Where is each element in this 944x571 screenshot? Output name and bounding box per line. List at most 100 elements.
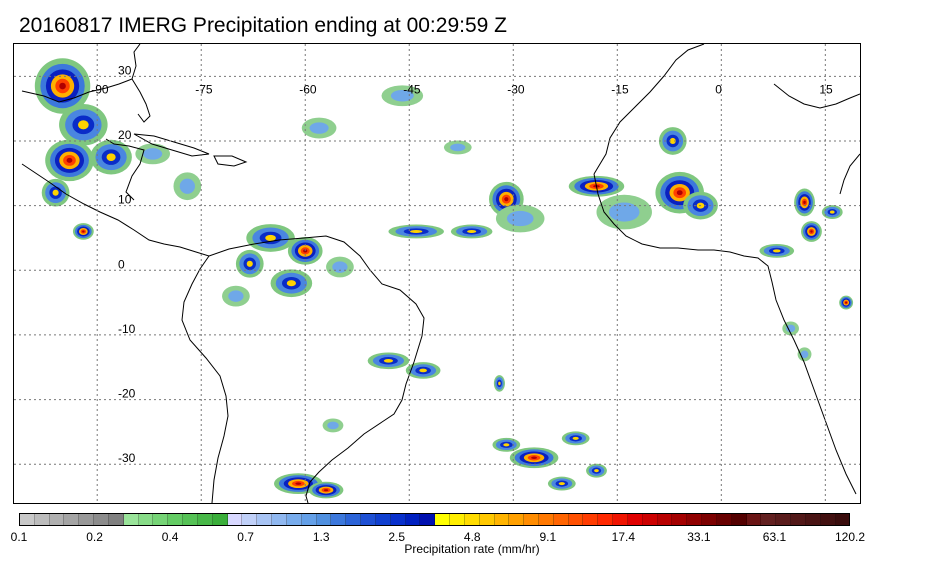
precip-cell xyxy=(810,230,813,233)
precip-cell xyxy=(504,197,509,202)
colorbar-swatch xyxy=(613,514,628,525)
precip-cell xyxy=(845,301,848,304)
precip-cell xyxy=(531,456,537,459)
colorbar-swatch xyxy=(316,514,332,525)
colorbar-swatch xyxy=(20,514,35,525)
precip-cell xyxy=(450,143,466,152)
colorbar-swatch xyxy=(64,514,80,525)
colorbar-swatch xyxy=(138,514,154,525)
precip-cell xyxy=(498,381,501,386)
coastline-florida xyxy=(131,78,151,123)
colorbar-swatch xyxy=(435,514,451,525)
colorbar-tick-label: 0.4 xyxy=(161,530,179,544)
colorbar-swatch xyxy=(361,514,376,525)
precip-cell xyxy=(66,157,73,163)
precip-cell xyxy=(52,189,59,196)
precip-cell xyxy=(669,137,676,145)
precipitation-map: -90 -75 -60 -45 -30 -15 0 15 30 20 10 0 -10 -20 -30 xyxy=(14,44,860,503)
coastline-south-america xyxy=(208,235,425,503)
colorbar-swatch xyxy=(642,514,658,525)
coastline-cuba xyxy=(133,133,210,157)
colorbar-swatch xyxy=(524,514,539,525)
precip-cell xyxy=(503,443,510,447)
precip-cell xyxy=(309,122,329,134)
colorbar-tick-label: 0.7 xyxy=(237,530,254,544)
colorbar-swatch xyxy=(257,514,273,525)
colorbar-swatch xyxy=(331,514,347,525)
colorbar-swatch xyxy=(509,514,525,525)
precip-cell xyxy=(332,261,348,273)
precip-cell xyxy=(410,229,423,234)
colorbar-swatch xyxy=(791,514,806,525)
lat-label: -10 xyxy=(118,322,136,336)
colorbar-swatch xyxy=(123,514,139,525)
colorbar-swatch xyxy=(494,514,510,525)
colorbar-tick-label: 2.5 xyxy=(388,530,406,544)
lon-label: -15 xyxy=(611,82,629,96)
colorbar-swatch xyxy=(420,514,436,525)
colorbar-ticks: 0.1 0.2 0.4 0.7 1.3 2.5 4.8 9.1 17.4 33.1 63.1 120.… xyxy=(0,530,944,544)
colorbar-swatch xyxy=(227,514,243,525)
colorbar-swatch xyxy=(405,514,421,525)
precip-cell xyxy=(286,280,296,287)
lat-label: 10 xyxy=(118,193,132,207)
precip-cell xyxy=(803,200,806,205)
colorbar-swatch xyxy=(197,514,213,525)
coastline-mediterranean xyxy=(773,83,860,109)
precip-cell xyxy=(179,178,195,194)
precip-cell xyxy=(59,82,66,90)
colorbar-swatch xyxy=(746,514,762,525)
colorbar-swatch xyxy=(153,514,169,525)
lat-label: -30 xyxy=(118,451,136,465)
precip-cell xyxy=(676,190,683,196)
precip-cell xyxy=(143,148,163,160)
colorbar-swatch xyxy=(272,514,287,525)
coastline-africa-bulge xyxy=(593,173,857,495)
colorbar-tick-label: 0.2 xyxy=(86,530,103,544)
precip-cell xyxy=(419,368,427,373)
coastline-hispaniola xyxy=(213,155,248,167)
colorbar-swatch xyxy=(627,514,643,525)
colorbar-swatch xyxy=(94,514,109,525)
colorbar-swatch xyxy=(346,514,362,525)
colorbar-swatch xyxy=(805,514,821,525)
lat-label: 0 xyxy=(118,257,125,271)
colorbar-swatch xyxy=(108,514,124,525)
precip-cell xyxy=(608,202,640,222)
graticule-labels: -90 -75 -60 -45 -30 -15 0 15 30 20 10 0 -10 -20 -30 xyxy=(91,63,833,465)
precip-cell xyxy=(467,229,477,234)
precip-cell xyxy=(327,421,339,430)
precip-cell xyxy=(594,469,599,473)
colorbar-swatch xyxy=(49,514,65,525)
lon-label: 15 xyxy=(819,82,833,96)
colorbar xyxy=(19,513,850,526)
precip-cell xyxy=(265,234,276,241)
colorbar-swatch xyxy=(479,514,495,525)
colorbar-swatch xyxy=(464,514,480,525)
colorbar-swatch xyxy=(301,514,317,525)
precip-cell xyxy=(82,230,85,233)
coastline-north-america xyxy=(21,44,141,103)
colorbar-swatch xyxy=(598,514,614,525)
colorbar-swatch xyxy=(672,514,688,525)
precip-cell xyxy=(106,153,116,161)
colorbar-tick-label: 17.4 xyxy=(611,530,636,544)
colorbar-tick-label: 0.1 xyxy=(10,530,28,544)
precip-cell xyxy=(390,89,414,102)
colorbar-swatch xyxy=(583,514,599,525)
colorbar-tick-label: 1.3 xyxy=(312,530,330,544)
lon-label: -30 xyxy=(507,82,525,96)
precip-cell xyxy=(295,482,302,485)
coastlines xyxy=(21,44,860,503)
precip-cell xyxy=(383,358,394,363)
coastline-mexico-central-america xyxy=(21,163,210,257)
colorbar-swatch xyxy=(390,514,406,525)
precip-cell xyxy=(228,290,244,302)
lat-label: -20 xyxy=(118,387,136,401)
colorbar-tick-label: 4.8 xyxy=(463,530,481,544)
colorbar-swatch xyxy=(183,514,198,525)
colorbar-label: Precipitation rate (mm/hr) xyxy=(404,542,540,556)
precip-cell xyxy=(829,210,835,214)
colorbar-swatch xyxy=(702,514,717,525)
precip-cell xyxy=(323,489,329,492)
